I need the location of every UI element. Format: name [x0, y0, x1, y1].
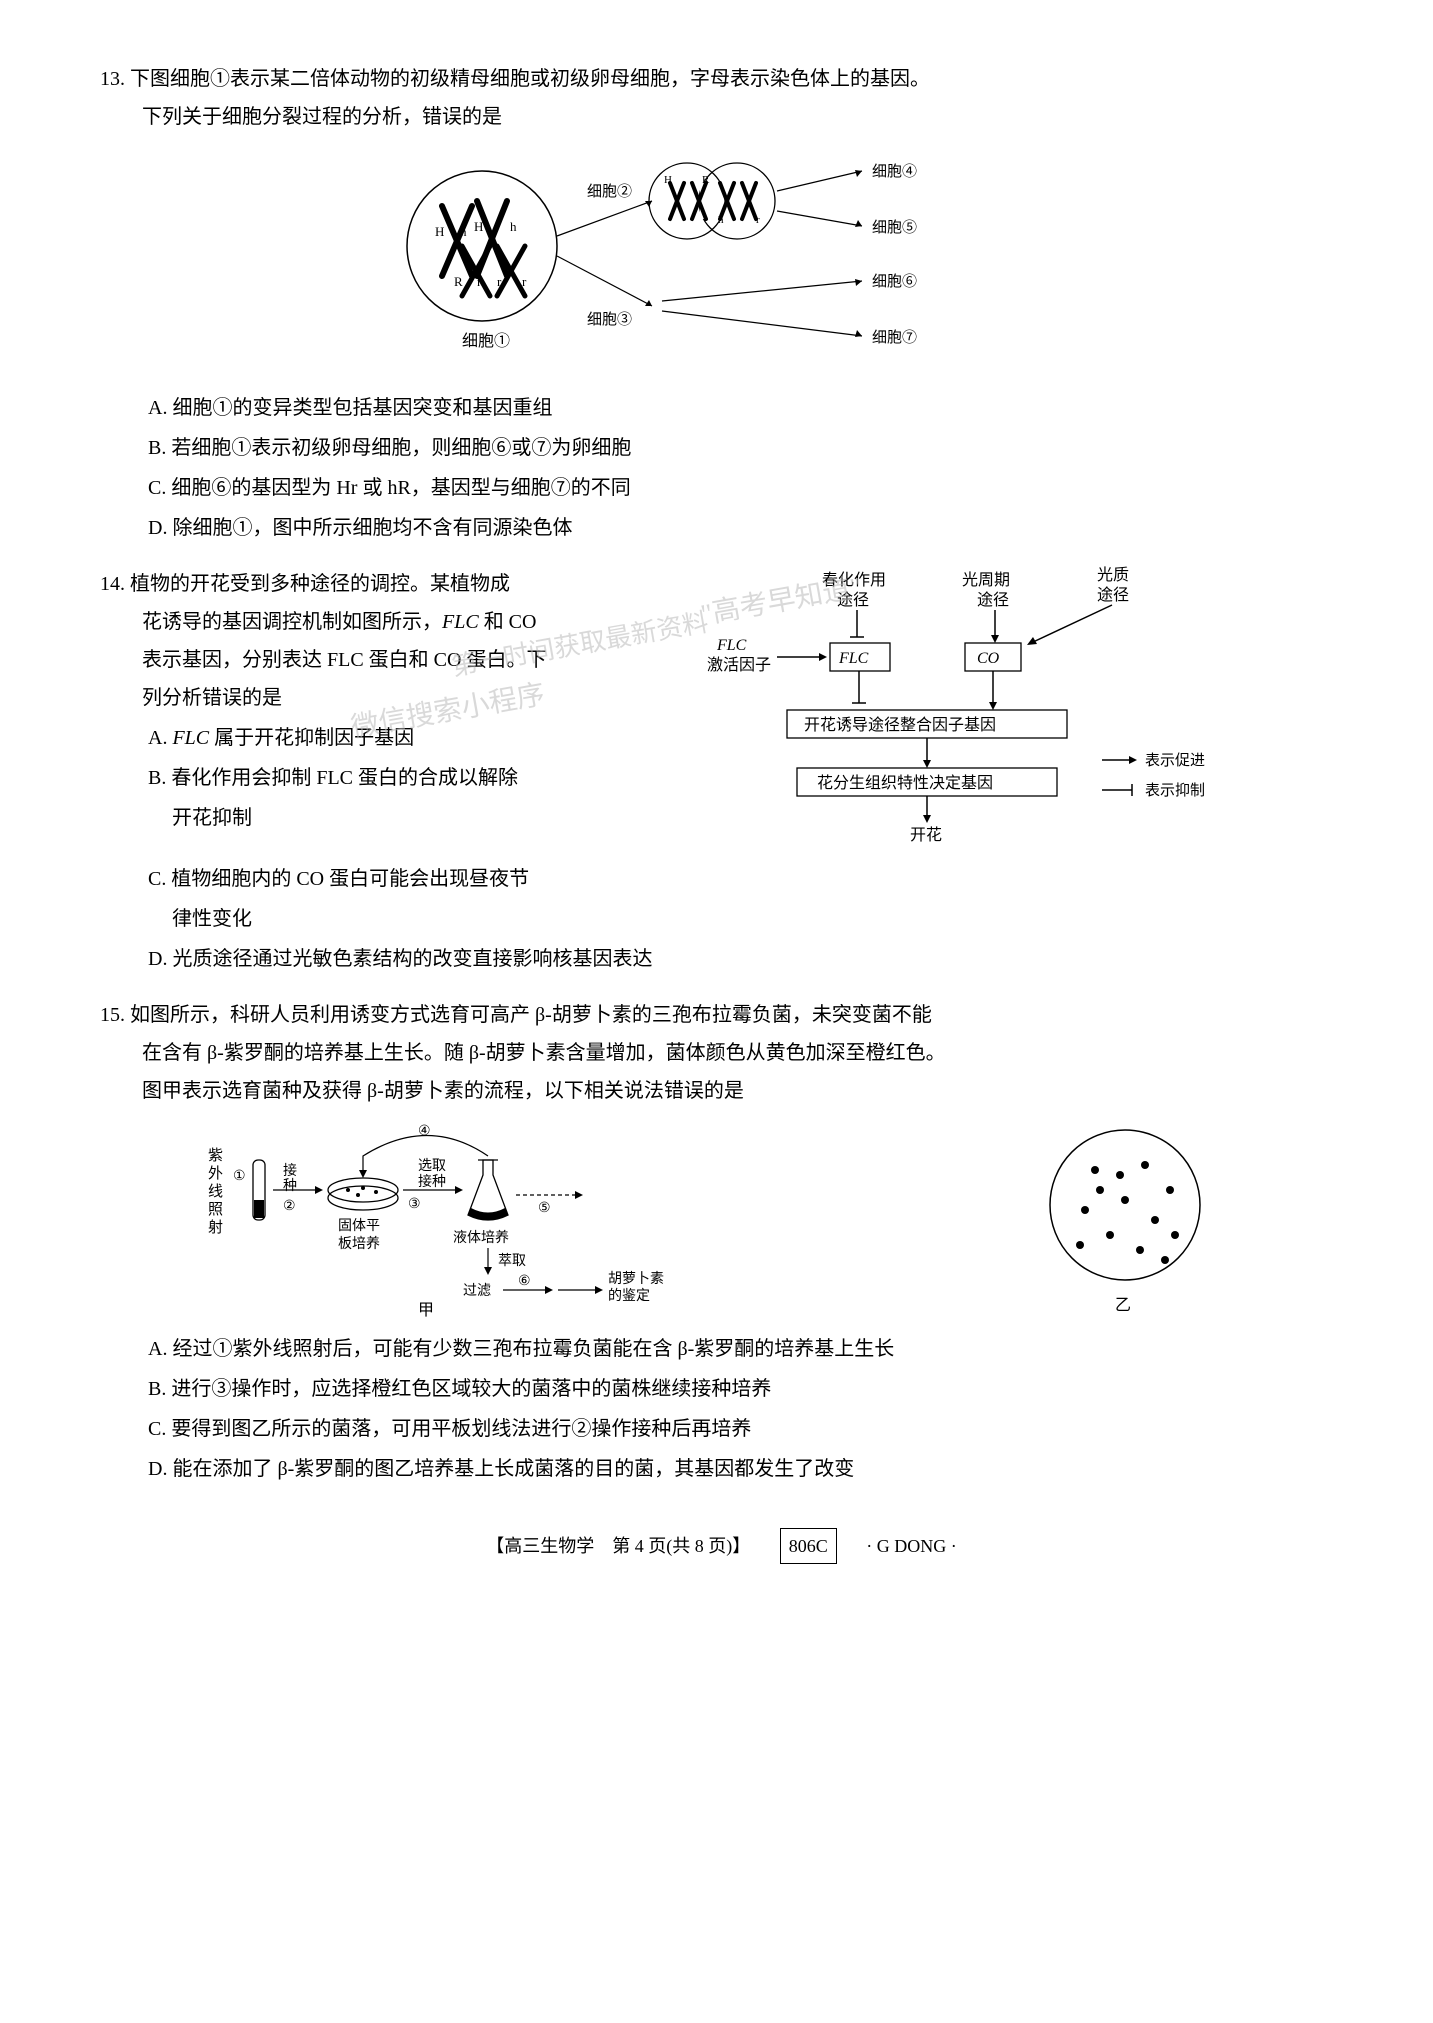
svg-text:途径: 途径 [977, 591, 1009, 609]
footer-page-label: 【高三生物学 第 4 页(共 8 页)】 [486, 1536, 750, 1556]
svg-text:胡萝卜素: 胡萝卜素 [608, 1271, 664, 1287]
svg-text:H: H [435, 224, 444, 239]
svg-text:表示促进: 表示促进 [1145, 752, 1205, 769]
q14-diagram: 春化作用 途径 光周期 途径 光质 途径 FLC 激活因子 [707, 565, 1307, 845]
footer-region: · G DONG · [866, 1536, 956, 1556]
q15-figure: 紫 外 线 照 射 ① 接 种 ② 固体平 板培养 ③ 选取 [100, 1120, 1343, 1320]
q13-cell7-label: 细胞⑦ [872, 329, 917, 346]
svg-text:途径: 途径 [1097, 586, 1129, 604]
q13-option-c: C. 细胞⑥的基因型为 Hr 或 hR，基因型与细胞⑦的不同 [100, 469, 1343, 507]
q13-option-b: B. 若细胞①表示初级卵母细胞，则细胞⑥或⑦为卵细胞 [100, 429, 1343, 467]
svg-text:r: r [522, 274, 527, 289]
q13-option-a: A. 细胞①的变异类型包括基因突变和基因重组 [100, 389, 1343, 427]
svg-text:花分生组织特性决定基因: 花分生组织特性决定基因 [817, 774, 993, 792]
q13-figure: H h H h R r r r 细胞① 细胞② 细胞③ [100, 146, 1343, 379]
question-14: 14. 植物的开花受到多种途径的调控。某植物成 花诱导的基因调控机制如图所示，F… [100, 565, 1343, 978]
q13-cell4-label: 细胞④ [872, 163, 917, 180]
svg-text:种: 种 [283, 1178, 297, 1194]
svg-text:接种: 接种 [418, 1173, 446, 1190]
q14-option-b2: 开花抑制 [100, 799, 697, 837]
svg-text:H: H [474, 219, 483, 234]
q13-option-d: D. 除细胞①，图中所示细胞均不含有同源染色体 [100, 509, 1343, 547]
q13-cell1-label: 细胞① [462, 332, 510, 350]
svg-text:固体平: 固体平 [338, 1218, 380, 1234]
q14-number: 14. [100, 573, 125, 595]
svg-text:开花: 开花 [910, 826, 942, 844]
q14-stem-2: 花诱导的基因调控机制如图所示，FLC 和 CO [100, 603, 697, 641]
q15-option-d: D. 能在添加了 β-紫罗酮的图乙培养基上长成菌落的目的菌，其基因都发生了改变 [100, 1450, 1343, 1488]
svg-text:光周期: 光周期 [962, 571, 1010, 589]
q15-figure-jia: 紫 外 线 照 射 ① 接 种 ② 固体平 板培养 ③ 选取 [198, 1120, 818, 1320]
q15-option-b: B. 进行③操作时，应选择橙红色区域较大的菌落中的菌株继续接种培养 [100, 1370, 1343, 1408]
svg-text:照: 照 [208, 1202, 223, 1218]
svg-text:H: H [664, 174, 672, 186]
svg-text:①: ① [233, 1169, 246, 1184]
svg-text:②: ② [283, 1199, 296, 1214]
question-13: 13. 下图细胞①表示某二倍体动物的初级精母细胞或初级卵母细胞，字母表示染色体上… [100, 60, 1343, 547]
svg-text:r: r [477, 274, 482, 289]
svg-text:的鉴定: 的鉴定 [608, 1288, 650, 1304]
svg-text:FLC: FLC [716, 637, 747, 654]
svg-text:CO: CO [977, 650, 1000, 667]
q15-figure-yi: 乙 [1015, 1120, 1245, 1320]
svg-text:萃取: 萃取 [498, 1253, 526, 1269]
svg-text:板培养: 板培养 [338, 1236, 380, 1252]
svg-text:液体培养: 液体培养 [453, 1230, 509, 1246]
svg-text:h: h [510, 219, 517, 234]
svg-text:途径: 途径 [837, 591, 869, 609]
q13-stem-2: 下列关于细胞分裂过程的分析，错误的是 [100, 98, 1343, 136]
question-15: 15. 如图所示，科研人员利用诱变方式选育可高产 β-胡萝卜素的三孢布拉霉负菌，… [100, 996, 1343, 1488]
svg-text:⑤: ⑤ [538, 1201, 551, 1216]
svg-text:线: 线 [208, 1183, 223, 1200]
q14-stem-4: 列分析错误的是 [100, 679, 697, 717]
svg-text:春化作用: 春化作用 [822, 571, 886, 589]
svg-text:表示抑制: 表示抑制 [1145, 782, 1205, 799]
q13-stem-1: 下图细胞①表示某二倍体动物的初级精母细胞或初级卵母细胞，字母表示染色体上的基因。 [130, 68, 930, 90]
svg-text:光质: 光质 [1097, 566, 1129, 584]
q14-option-a: A. FLC 属于开花抑制因子基因 [100, 719, 697, 757]
svg-text:④: ④ [418, 1124, 431, 1139]
q13-cell5-label: 细胞⑤ [872, 219, 917, 236]
q14-stem-3: 表示基因，分别表达 FLC 蛋白和 CO 蛋白。下 [100, 641, 697, 679]
svg-text:紫: 紫 [208, 1147, 223, 1164]
q14-option-c2: 律性变化 [100, 900, 1343, 938]
q13-cell2-label: 细胞② [587, 183, 632, 200]
svg-text:选取: 选取 [418, 1158, 446, 1174]
q14-option-b: B. 春化作用会抑制 FLC 蛋白的合成以解除 [100, 759, 697, 797]
q13-cell6-label: 细胞⑥ [872, 273, 917, 290]
q15-stem-3: 图甲表示选育菌种及获得 β-胡萝卜素的流程，以下相关说法错误的是 [100, 1072, 1343, 1110]
svg-text:甲: 甲 [418, 1302, 434, 1319]
footer-code: 806C [780, 1528, 837, 1564]
svg-text:激活因子: 激活因子 [707, 656, 771, 674]
svg-text:r: r [756, 214, 760, 226]
q14-stem-1: 植物的开花受到多种途径的调控。某植物成 [130, 573, 510, 595]
q15-option-a: A. 经过①紫外线照射后，可能有少数三孢布拉霉负菌能在含 β-紫罗酮的培养基上生… [100, 1330, 1343, 1368]
q15-option-c: C. 要得到图乙所示的菌落，可用平板划线法进行②操作接种后再培养 [100, 1410, 1343, 1448]
svg-text:FLC: FLC [838, 650, 869, 667]
svg-text:③: ③ [408, 1197, 421, 1212]
q14-option-d: D. 光质途径通过光敏色素结构的改变直接影响核基因表达 [100, 940, 1343, 978]
svg-text:接: 接 [283, 1162, 297, 1179]
svg-text:射: 射 [208, 1219, 223, 1236]
page-footer: 【高三生物学 第 4 页(共 8 页)】 806C · G DONG · [100, 1528, 1343, 1564]
svg-text:h: h [718, 214, 724, 226]
q15-stem-1: 如图所示，科研人员利用诱变方式选育可高产 β-胡萝卜素的三孢布拉霉负菌，未突变菌… [130, 1004, 932, 1026]
svg-text:h: h [460, 224, 467, 239]
svg-text:过滤: 过滤 [463, 1283, 491, 1299]
q14-option-c: C. 植物细胞内的 CO 蛋白可能会出现昼夜节 [100, 860, 1343, 898]
svg-text:r: r [497, 274, 502, 289]
q15-number: 15. [100, 1004, 125, 1026]
svg-text:R: R [702, 174, 710, 186]
svg-text:外: 外 [208, 1165, 223, 1182]
svg-text:R: R [454, 274, 463, 289]
q15-stem-2: 在含有 β-紫罗酮的培养基上生长。随 β-胡萝卜素含量增加，菌体颜色从黄色加深至… [100, 1034, 1343, 1072]
svg-text:⑥: ⑥ [518, 1274, 531, 1289]
svg-text:开花诱导途径整合因子基因: 开花诱导途径整合因子基因 [804, 716, 996, 734]
svg-text:乙: 乙 [1115, 1297, 1131, 1314]
q13-number: 13. [100, 68, 125, 90]
q13-cell3-label: 细胞③ [587, 311, 632, 328]
